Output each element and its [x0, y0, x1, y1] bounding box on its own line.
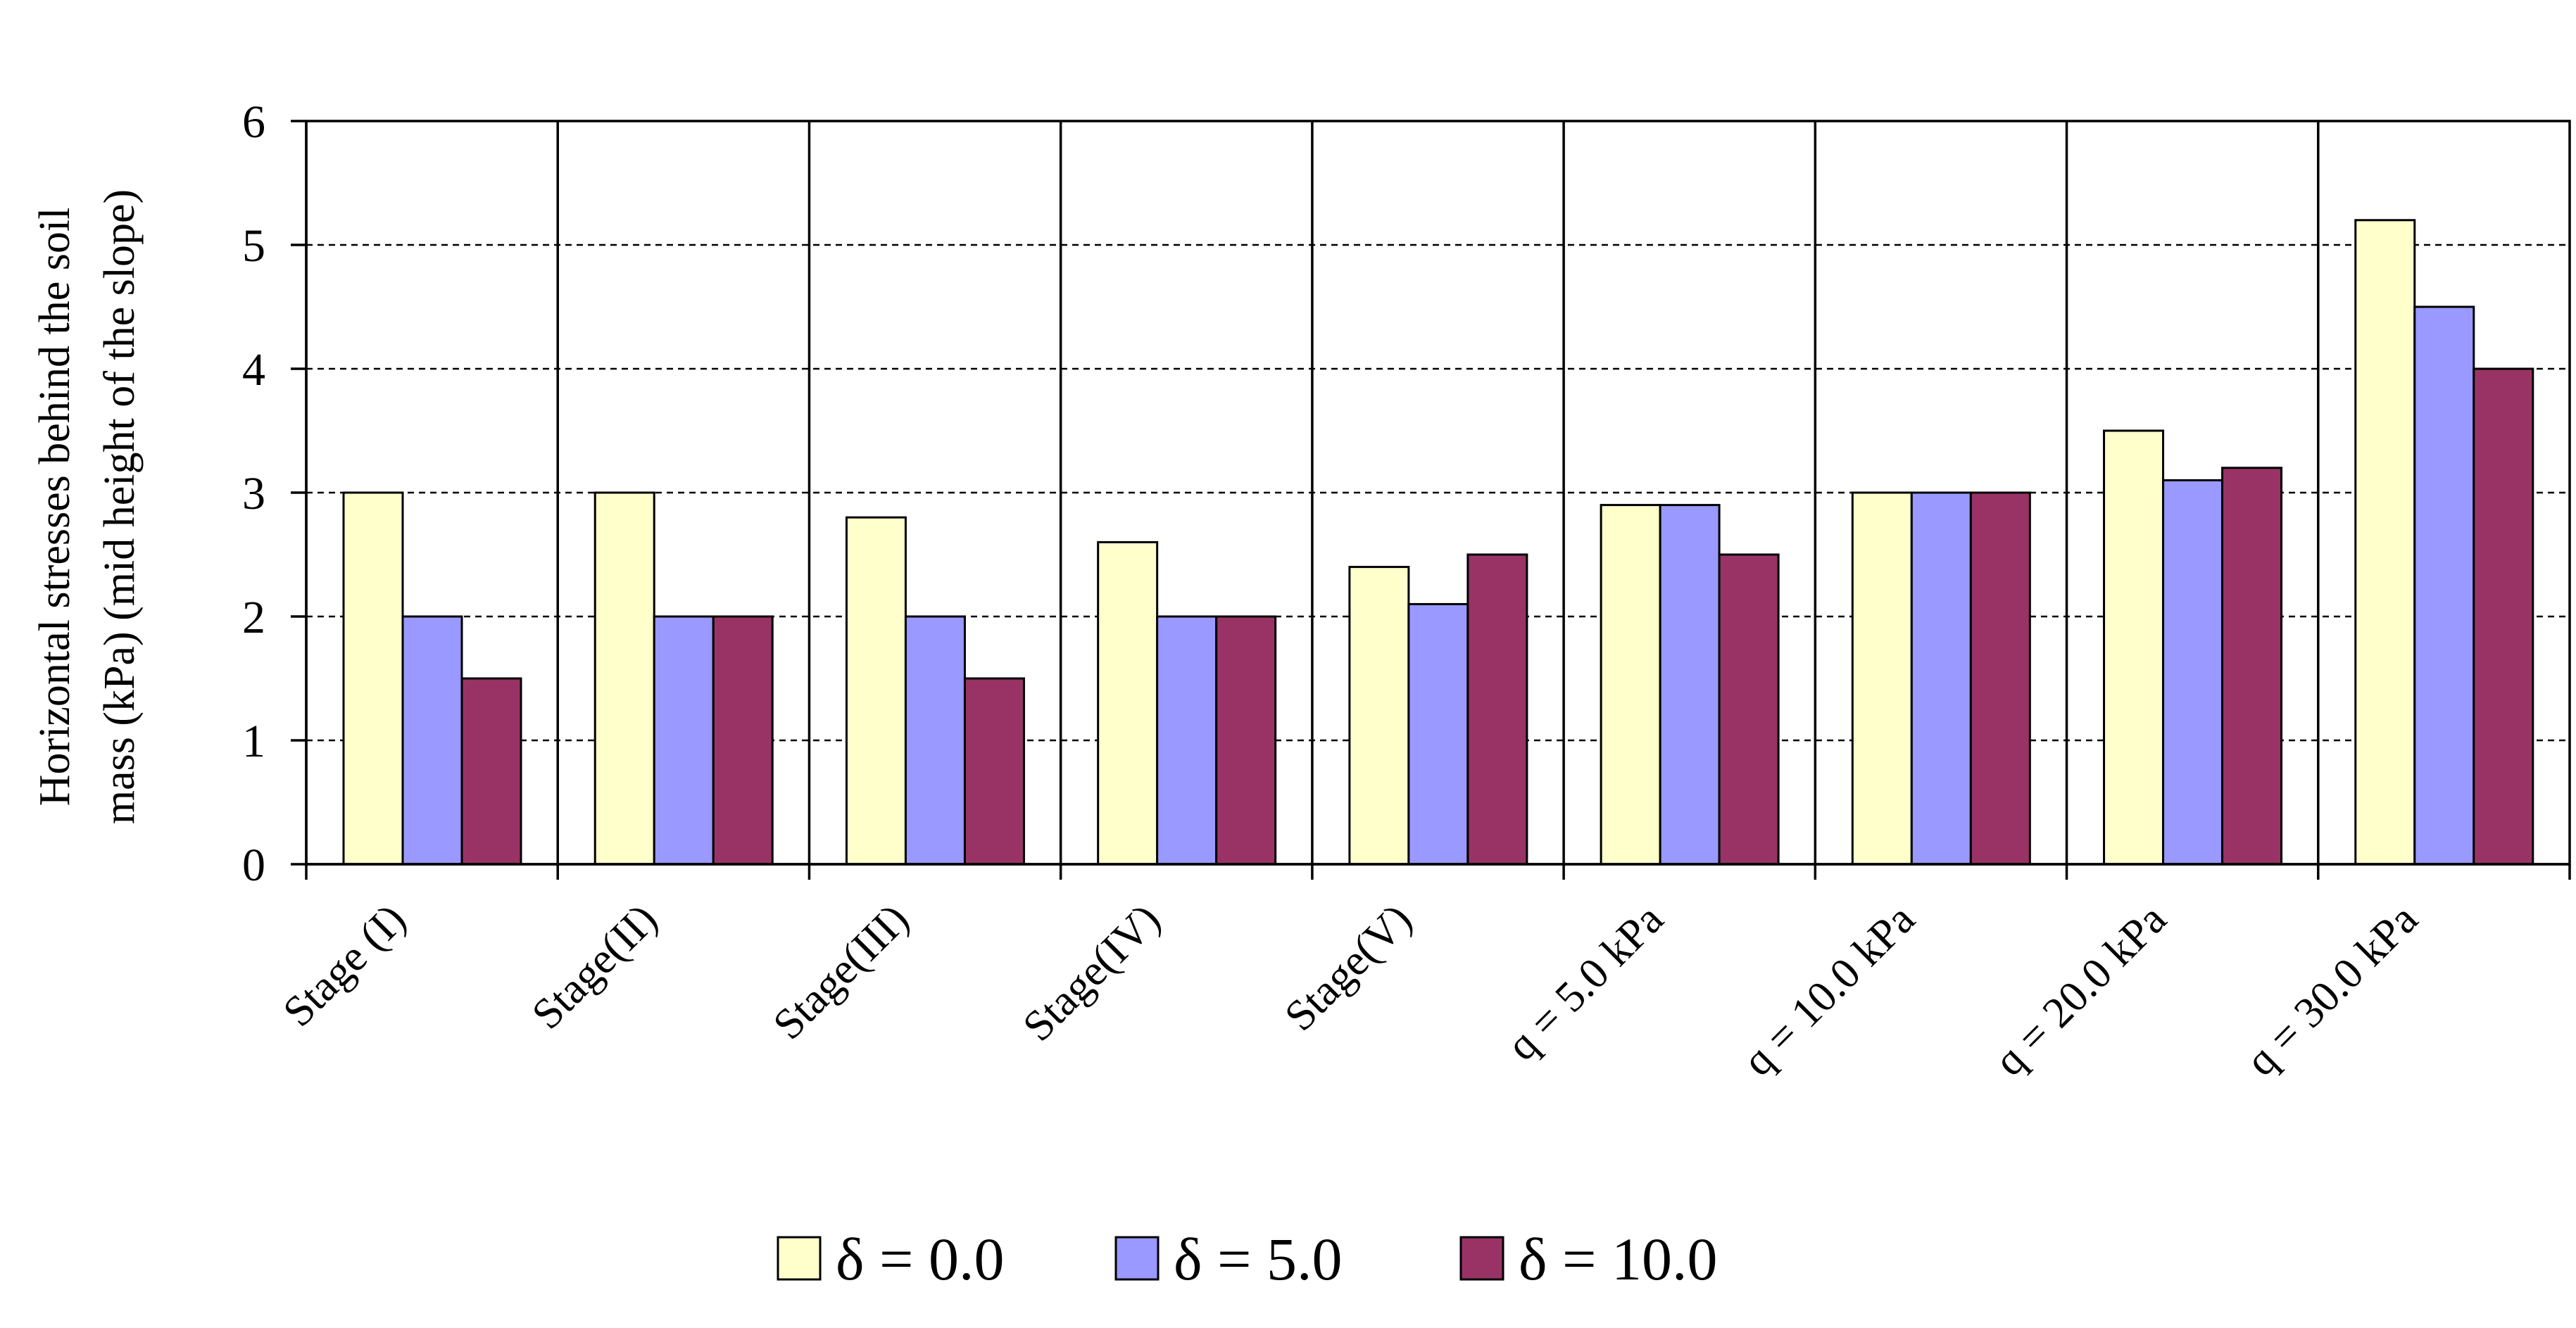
y-tick-label: 5 — [242, 220, 265, 272]
bar-series-0-cat-5 — [1600, 504, 1661, 866]
bar-series-2-cat-3 — [1215, 615, 1277, 866]
bar-series-2-cat-7 — [2221, 467, 2283, 866]
category-label: Stage(III) — [764, 895, 917, 1049]
legend-swatch-2 — [1459, 1236, 1504, 1281]
y-tick-label: 3 — [242, 468, 265, 519]
y-tick-label: 0 — [242, 840, 265, 891]
bar-series-1-cat-3 — [1156, 615, 1218, 866]
bar-series-0-cat-7 — [2103, 429, 2165, 866]
bar-series-0-cat-6 — [1851, 491, 1913, 866]
category-label: Stage(IV) — [1014, 895, 1169, 1051]
bar-series-0-cat-8 — [2354, 219, 2416, 866]
bar-series-2-cat-1 — [712, 615, 774, 866]
bar-series-2-cat-5 — [1718, 553, 1780, 866]
legend-label-1: δ = 5.0 — [1174, 1225, 1343, 1293]
bar-series-0-cat-0 — [342, 491, 404, 866]
bar-series-0-cat-1 — [593, 491, 655, 866]
y-tick-label: 1 — [242, 716, 265, 767]
y-tick-label: 4 — [242, 344, 265, 396]
bar-series-1-cat-2 — [904, 615, 966, 866]
y-tick-label: 2 — [242, 592, 265, 643]
bar-series-2-cat-8 — [2473, 367, 2534, 866]
bar-series-1-cat-0 — [401, 615, 463, 866]
bar-series-1-cat-4 — [1407, 602, 1469, 866]
y-axis-label: Horizontal stresses behind the soil mass … — [31, 189, 144, 824]
category-label: q = 20.0 kPa — [1985, 895, 2175, 1085]
axis-layer — [291, 120, 2571, 880]
bar-series-1-cat-7 — [2162, 479, 2224, 866]
category-label: q = 5.0 kPa — [1497, 895, 1672, 1070]
y-axis-label-line-2: mass (kPa) (mid height of the slope) — [96, 189, 144, 824]
category-label: q = 30.0 kPa — [2237, 895, 2427, 1085]
legend-label-0: δ = 0.0 — [836, 1225, 1005, 1293]
legend: δ = 0.0 δ = 5.0 δ = 10.0 — [777, 1225, 1718, 1293]
bars-layer — [342, 219, 2534, 866]
bar-series-2-cat-0 — [460, 677, 522, 866]
bar-series-0-cat-3 — [1097, 540, 1159, 866]
category-label: Stage(V) — [1276, 895, 1421, 1040]
bar-series-2-cat-6 — [1969, 491, 2031, 866]
bar-series-1-cat-5 — [1659, 504, 1721, 866]
category-labels: Stage (I) Stage(II) Stage(III) Stage(IV) Sta… — [274, 895, 2427, 1085]
legend-swatch-0 — [777, 1236, 822, 1281]
y-tick-label: 6 — [242, 96, 265, 148]
bar-series-0-cat-4 — [1348, 566, 1410, 866]
bar-series-1-cat-8 — [2413, 305, 2475, 866]
category-label: Stage (I) — [274, 895, 415, 1036]
bar-series-2-cat-2 — [963, 677, 1025, 866]
category-label: q = 10.0 kPa — [1734, 895, 1924, 1085]
bar-series-0-cat-2 — [845, 516, 907, 866]
category-label: Stage(II) — [523, 895, 667, 1039]
bar-series-1-cat-1 — [653, 615, 715, 866]
legend-swatch-1 — [1114, 1236, 1160, 1281]
bar-series-2-cat-4 — [1466, 553, 1528, 866]
bar-series-1-cat-6 — [1910, 491, 1972, 866]
legend-label-2: δ = 10.0 — [1519, 1225, 1718, 1293]
y-axis-label-line-1: Horizontal stresses behind the soil — [31, 208, 79, 807]
y-tick-labels: 0 1 2 3 4 5 6 — [242, 96, 265, 891]
